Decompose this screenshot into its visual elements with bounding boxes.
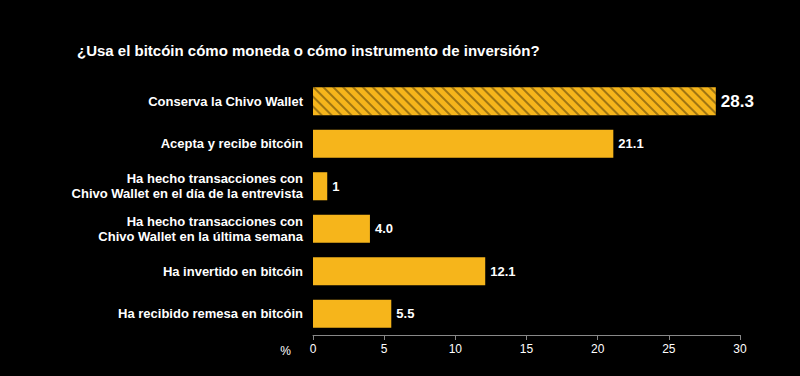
svg-text:10: 10 (449, 342, 463, 356)
svg-text:1: 1 (332, 179, 339, 194)
svg-text:15: 15 (520, 342, 534, 356)
svg-text:5.5: 5.5 (396, 306, 414, 321)
svg-text:30: 30 (733, 342, 747, 356)
svg-text:Conserva la Chivo Wallet: Conserva la Chivo Wallet (148, 94, 304, 109)
svg-text:0: 0 (310, 342, 317, 356)
svg-text:25: 25 (662, 342, 676, 356)
svg-text:%: % (280, 344, 291, 358)
svg-text:¿Usa el bitcóin cómo moneda o: ¿Usa el bitcóin cómo moneda o cómo instr… (77, 42, 540, 59)
svg-text:12.1: 12.1 (490, 264, 515, 279)
svg-text:Chivo Wallet en la última sema: Chivo Wallet en la última semana (98, 229, 303, 244)
svg-text:Ha hecho transacciones con: Ha hecho transacciones con (127, 214, 303, 229)
svg-text:28.3: 28.3 (721, 92, 754, 111)
svg-text:Ha recibido remesa en bitcóin: Ha recibido remesa en bitcóin (118, 306, 303, 321)
svg-text:Chivo Wallet en el día de la e: Chivo Wallet en el día de la entrevista (72, 186, 304, 201)
svg-text:4.0: 4.0 (375, 221, 393, 236)
svg-text:20: 20 (591, 342, 605, 356)
svg-text:Ha invertido en bitcóin: Ha invertido en bitcóin (163, 264, 303, 279)
svg-text:Acepta y recibe bitcóin: Acepta y recibe bitcóin (161, 136, 303, 151)
svg-text:Ha hecho transacciones con: Ha hecho transacciones con (127, 171, 303, 186)
svg-text:5: 5 (381, 342, 388, 356)
svg-text:21.1: 21.1 (618, 136, 643, 151)
